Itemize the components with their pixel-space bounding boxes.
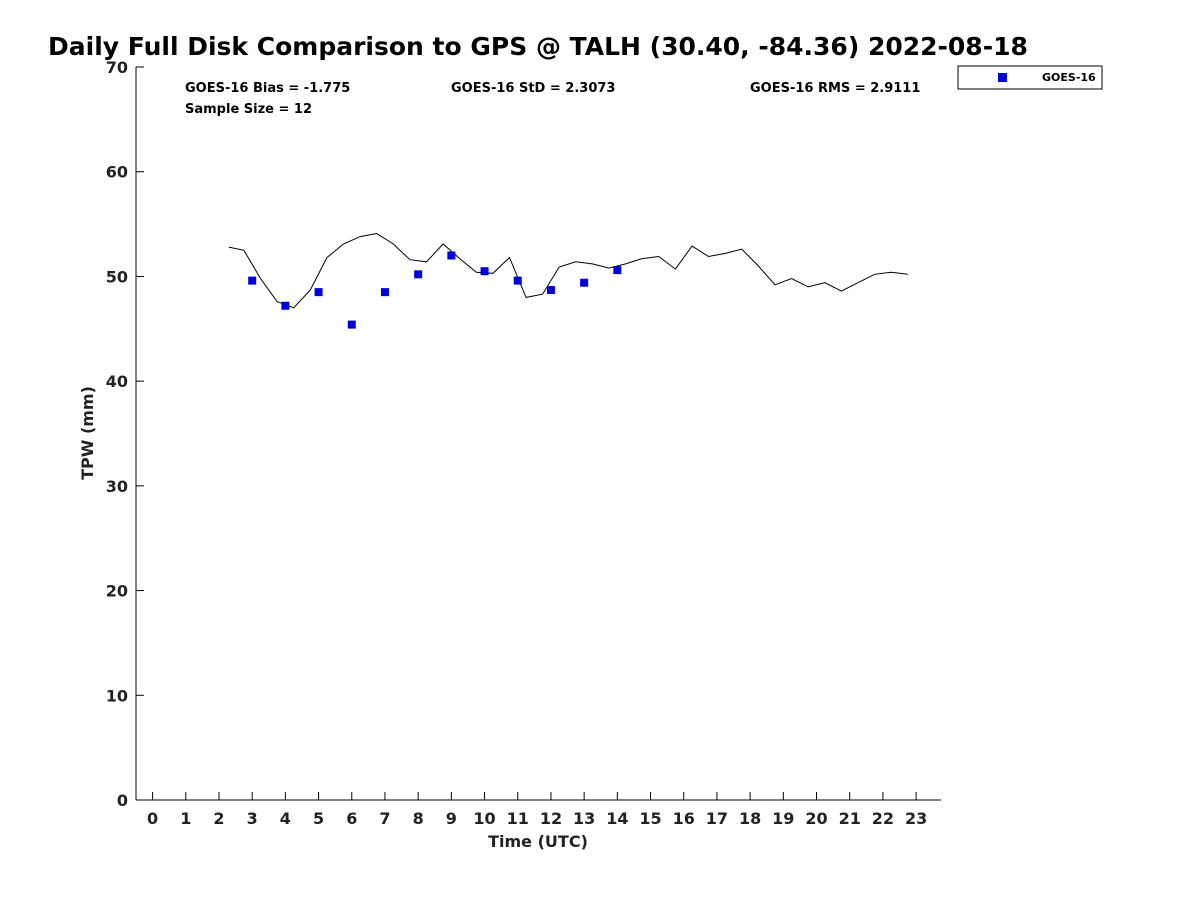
- goes16-point: [546, 286, 555, 295]
- x-tick-label: 2: [213, 809, 224, 828]
- goes16-point: [347, 320, 356, 329]
- y-ticks: 0 10 20 30 40 50 60 70: [106, 58, 144, 810]
- y-tick-label: 40: [106, 372, 128, 391]
- gps-series-line: [228, 232, 908, 309]
- legend-label-goes16: GOES-16: [1042, 71, 1096, 84]
- x-tick-label: 9: [446, 809, 457, 828]
- legend-marker-goes16: [998, 73, 1007, 82]
- y-tick-label: 50: [106, 267, 128, 286]
- x-tick-label: 1: [180, 809, 191, 828]
- goes16-point: [580, 278, 589, 287]
- stat-std: GOES-16 StD = 2.3073: [451, 81, 615, 96]
- x-axis-label: Time (UTC): [488, 832, 588, 851]
- x-tick-label: 17: [706, 809, 728, 828]
- x-tick-label: 4: [280, 809, 291, 828]
- x-tick-label: 20: [805, 809, 827, 828]
- goes16-points: [248, 251, 622, 329]
- goes16-point: [380, 288, 389, 297]
- x-tick-label: 14: [606, 809, 628, 828]
- x-tick-label: 18: [739, 809, 761, 828]
- legend: GOES-16: [957, 65, 1103, 90]
- y-tick-label: 20: [106, 582, 128, 601]
- x-tick-label: 22: [872, 809, 894, 828]
- stat-sample-size: Sample Size = 12: [185, 102, 312, 117]
- goes16-point: [281, 301, 290, 310]
- goes16-point: [314, 288, 323, 297]
- y-axis-label: TPW (mm): [78, 386, 97, 480]
- goes16-point: [513, 276, 522, 285]
- chart-title: Daily Full Disk Comparison to GPS @ TALH…: [48, 32, 1028, 61]
- goes16-point: [480, 267, 489, 276]
- y-tick-label: 0: [117, 791, 128, 810]
- x-tick-label: 13: [573, 809, 595, 828]
- goes16-point: [447, 251, 456, 260]
- x-tick-label: 12: [540, 809, 562, 828]
- y-tick-label: 60: [106, 163, 128, 182]
- x-tick-label: 21: [839, 809, 861, 828]
- goes16-point: [248, 276, 257, 285]
- stat-bias: GOES-16 Bias = -1.775: [185, 81, 350, 96]
- x-tick-label: 5: [313, 809, 324, 828]
- legend-box: [957, 65, 1103, 90]
- goes16-point: [613, 266, 622, 275]
- x-tick-label: 3: [247, 809, 258, 828]
- x-tick-label: 8: [413, 809, 424, 828]
- stat-rms: GOES-16 RMS = 2.9111: [750, 81, 920, 96]
- x-tick-label: 10: [473, 809, 495, 828]
- x-ticks: 0 1 2 3 4 5 6 7 8 9 10 11 12 13 14 15 16 17 18 19 20 21 22 23: [147, 792, 927, 828]
- goes16-point: [414, 270, 423, 279]
- x-tick-label: 23: [905, 809, 927, 828]
- y-tick-label: 70: [106, 58, 128, 77]
- x-tick-label: 19: [772, 809, 794, 828]
- x-tick-label: 11: [507, 809, 529, 828]
- x-tick-label: 0: [147, 809, 158, 828]
- x-tick-label: 16: [673, 809, 695, 828]
- y-tick-label: 30: [106, 477, 128, 496]
- x-tick-label: 6: [346, 809, 357, 828]
- x-tick-label: 15: [639, 809, 661, 828]
- y-tick-label: 10: [106, 686, 128, 705]
- x-tick-label: 7: [379, 809, 390, 828]
